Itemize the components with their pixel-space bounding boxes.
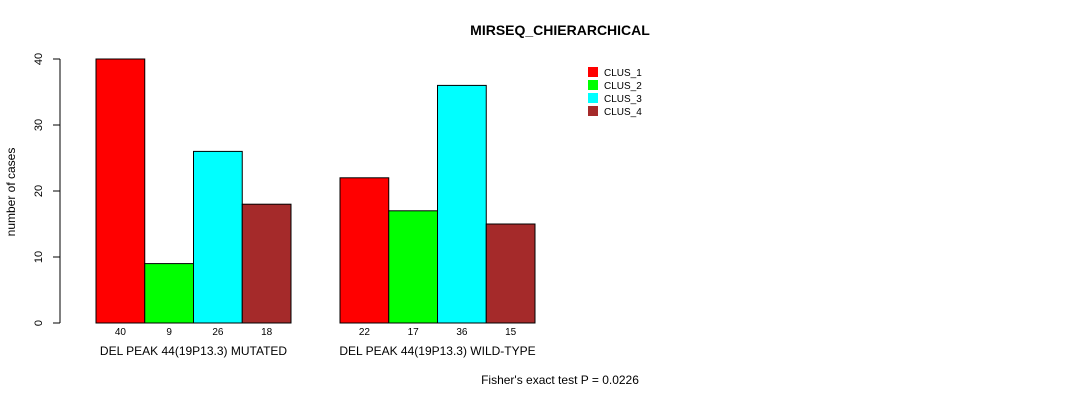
y-tick-label: 30 <box>33 119 45 131</box>
legend: CLUS_1 CLUS_2 CLUS_3 CLUS_4 <box>588 67 642 118</box>
legend-label: CLUS_4 <box>604 107 642 118</box>
y-axis-label: number of cases <box>4 148 18 237</box>
legend-swatch <box>588 93 598 103</box>
y-tick-label: 0 <box>33 320 45 326</box>
bar-value-label: 22 <box>359 327 371 338</box>
bar-clus-1-group-1 <box>95 58 146 324</box>
bars: 40 9 26 18 DEL PEAK 44(19P13.3) MUTATED 22 17 3… <box>95 58 536 358</box>
bar-value-label: 18 <box>261 327 273 338</box>
y-tick-label: 10 <box>33 251 45 263</box>
bar-clus-2-group-2 <box>388 210 438 324</box>
fisher-test-annotation: Fisher's exact test P = 0.0226 <box>481 373 639 387</box>
y-tick-label: 40 <box>33 53 45 65</box>
bar-value-label: 36 <box>456 327 468 338</box>
bar-clus-3-group-2 <box>437 84 487 324</box>
group-label: DEL PEAK 44(19P13.3) MUTATED <box>100 344 288 358</box>
chart-title: MIRSEQ_CHIERARCHICAL <box>470 22 650 38</box>
bar-value-label: 17 <box>408 327 420 338</box>
bar-value-label: 40 <box>115 327 127 338</box>
legend-label: CLUS_2 <box>604 81 642 92</box>
legend-label: CLUS_1 <box>604 68 642 79</box>
bar-value-label: 9 <box>166 327 172 338</box>
bar-clus-3-group-1 <box>193 150 243 324</box>
legend-swatch <box>588 80 598 90</box>
legend-label: CLUS_3 <box>604 94 642 105</box>
group-label: DEL PEAK 44(19P13.3) WILD-TYPE <box>339 344 535 358</box>
legend-swatch <box>588 67 598 77</box>
bar-value-label: 15 <box>505 327 517 338</box>
bar-clus-2-group-1 <box>144 263 194 324</box>
bar-clus-1-group-2 <box>339 177 390 324</box>
y-axis: 0 10 20 30 40 <box>33 53 61 326</box>
bar-value-label: 26 <box>212 327 224 338</box>
legend-swatch <box>588 106 598 116</box>
y-tick-label: 20 <box>33 185 45 197</box>
bar-clus-4-group-2 <box>485 223 536 324</box>
bar-clus-4-group-1 <box>241 203 292 324</box>
